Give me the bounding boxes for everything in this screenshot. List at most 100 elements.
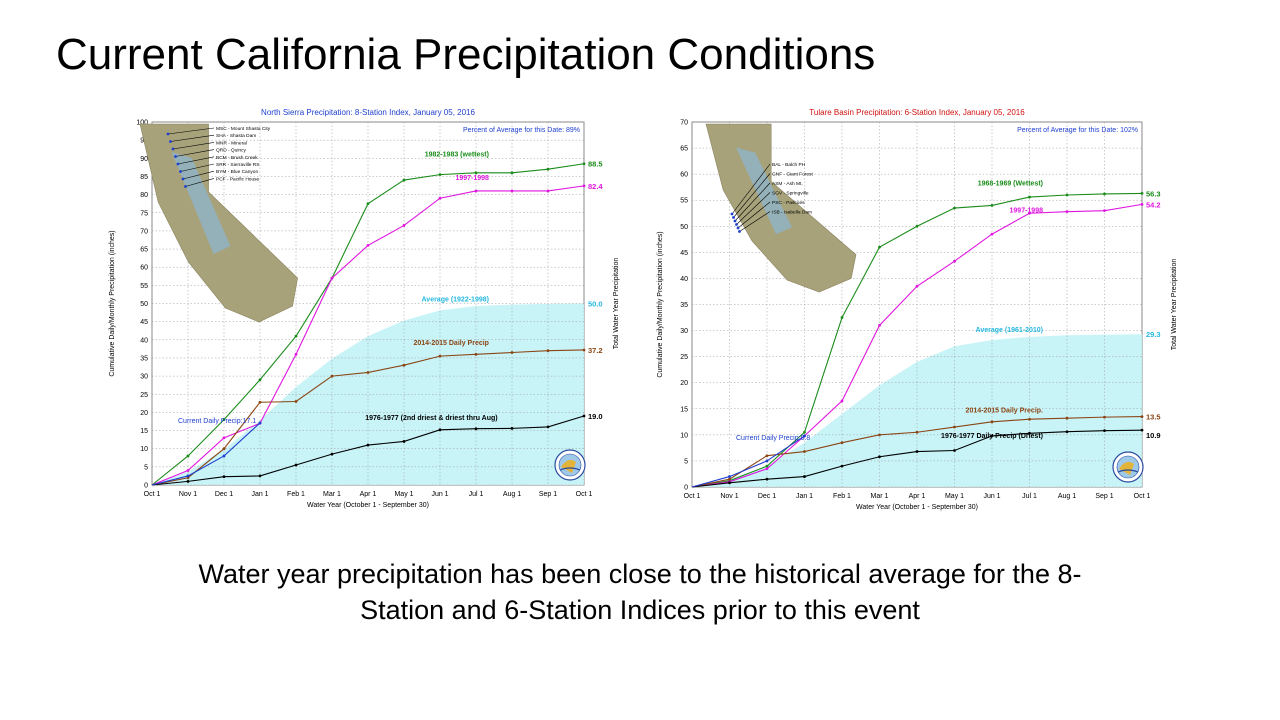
c1-y-tick-label: 65 bbox=[680, 146, 688, 153]
c0-series-point bbox=[510, 351, 514, 354]
c1-station-label: PSC - Pascoes bbox=[772, 200, 805, 206]
c0-percent-of-average: Percent of Average for this Date: 89% bbox=[463, 127, 580, 134]
c1-y-axis-label: Cumulative Daily/Monthly Precipitation (… bbox=[657, 231, 664, 377]
c1-station-leader bbox=[736, 192, 771, 225]
c0-series-point bbox=[438, 173, 442, 177]
c1-series-point bbox=[1028, 211, 1031, 215]
caption-line-1: Water year precipitation has been close … bbox=[198, 559, 1082, 589]
c0-map-basin bbox=[171, 152, 231, 254]
c1-y-tick-label: 60 bbox=[680, 172, 688, 179]
c1-x-tick-label: Jul 1 bbox=[1022, 493, 1037, 500]
c0-x-tick-label: Jan 1 bbox=[251, 491, 268, 498]
c1-station-marker bbox=[730, 212, 734, 216]
c1-california-map bbox=[705, 123, 857, 293]
c1-seal-state bbox=[1119, 461, 1134, 475]
c0-station-leader bbox=[185, 178, 215, 187]
c0-y-axis-label: Cumulative Daily/Monthly Precipitation (… bbox=[109, 230, 116, 376]
c0-station-marker bbox=[174, 155, 177, 158]
c1-series-point bbox=[878, 245, 881, 249]
c0-station-marker bbox=[176, 162, 180, 166]
c1-series-end-label: 10.9 bbox=[1146, 431, 1161, 440]
slide-caption: Water year precipitation has been close … bbox=[140, 556, 1140, 628]
c1-x-tick-label: Jun 1 bbox=[983, 493, 1000, 500]
c1-series-point bbox=[1065, 193, 1069, 197]
c0-series-point bbox=[330, 452, 334, 456]
c0-current-precip-label: Current Daily Precip:17.1 bbox=[178, 418, 256, 425]
c0-series-point bbox=[258, 421, 262, 425]
c0-series-point bbox=[546, 349, 550, 353]
c1-x-tick-label: Apr 1 bbox=[909, 493, 926, 500]
c0-station-label: BCM - Brush Creek bbox=[216, 155, 258, 161]
c1-x-tick-label: Nov 1 bbox=[720, 493, 738, 500]
c1-y-tick-label: 20 bbox=[680, 380, 688, 387]
c0-average-end-label: 50.0 bbox=[588, 300, 603, 309]
c0-series-point bbox=[582, 348, 586, 352]
c1-series-point bbox=[803, 475, 806, 478]
c0-series-name-label: 1982-1983 (wettest) bbox=[425, 152, 489, 159]
c0-x-tick-label: Mar 1 bbox=[323, 491, 341, 498]
c0-series-point bbox=[402, 440, 406, 443]
c1-series-point bbox=[765, 454, 769, 458]
c0-series-point bbox=[510, 189, 514, 193]
c0-y-tick-label: 55 bbox=[140, 283, 148, 290]
c1-station-label: BAL - Balch PH bbox=[772, 162, 806, 168]
c0-x-tick-label: Jun 1 bbox=[431, 491, 448, 498]
c0-series-point bbox=[222, 447, 226, 451]
c1-average-end-label: 29.3 bbox=[1146, 330, 1161, 339]
c1-x-tick-label: Feb 1 bbox=[833, 493, 851, 500]
c0-series-point bbox=[546, 167, 550, 171]
c1-station-leader bbox=[734, 182, 771, 222]
c0-series-name-label: 1976-1977 (2nd driest & driest thru Aug) bbox=[365, 415, 497, 422]
c0-series-point bbox=[402, 178, 406, 182]
north-sierra-chart: North Sierra Precipitation: 8-Station In… bbox=[104, 104, 624, 516]
c0-y-tick-label: 70 bbox=[140, 228, 148, 235]
c1-x-tick-label: Jan 1 bbox=[796, 493, 813, 500]
c0-series-end-label: 82.4 bbox=[588, 182, 603, 191]
c0-x-tick-label: Dec 1 bbox=[215, 491, 233, 498]
c0-series-end-label: 88.5 bbox=[588, 160, 603, 169]
c1-series-point bbox=[728, 477, 731, 481]
c1-series-point bbox=[1140, 192, 1144, 195]
c0-series-point bbox=[366, 443, 370, 447]
c0-station-leader bbox=[175, 149, 215, 157]
c1-series-point bbox=[840, 464, 844, 468]
c0-y-tick-label: 100 bbox=[136, 120, 148, 127]
c0-station-leader bbox=[167, 127, 215, 135]
c1-current-precip-label: Current Daily Precip:9.8 bbox=[736, 435, 810, 442]
c1-station-marker bbox=[736, 226, 740, 230]
c0-series-point bbox=[582, 414, 586, 418]
c0-station-label: MSC - Mount Shasta City bbox=[216, 126, 271, 132]
c0-station-label: BYM - Blue Canyon bbox=[216, 169, 258, 175]
c0-station-leader bbox=[170, 134, 215, 142]
c0-series-name-label: 2014-2015 Daily Precip bbox=[413, 340, 489, 347]
c0-y-tick-label: 0 bbox=[144, 483, 148, 490]
c1-x-tick-label: Aug 1 bbox=[1058, 493, 1076, 500]
c0-station-label: SHA - Shasta Dam bbox=[216, 133, 256, 139]
c1-x-tick-label: Dec 1 bbox=[758, 493, 776, 500]
tulare-basin-chart: Tulare Basin Precipitation: 6-Station In… bbox=[652, 104, 1192, 516]
c0-y-tick-label: 40 bbox=[140, 337, 148, 344]
c1-y-tick-label: 70 bbox=[680, 120, 688, 127]
c1-station-leader bbox=[733, 173, 771, 218]
c0-series-point bbox=[474, 171, 478, 175]
c0-series-point bbox=[402, 224, 406, 227]
c1-dwr-seal-logo bbox=[1112, 451, 1144, 483]
c1-y-tick-label: 50 bbox=[680, 224, 688, 231]
c0-average-area bbox=[152, 303, 584, 485]
c1-series-point bbox=[878, 455, 881, 459]
c0-x-tick-label: Sep 1 bbox=[539, 491, 557, 498]
c1-series-point bbox=[990, 204, 994, 207]
c0-series-point bbox=[294, 334, 298, 338]
c1-series-point bbox=[1103, 192, 1106, 196]
c0-series-point bbox=[222, 418, 226, 422]
c0-series-point bbox=[438, 354, 442, 358]
c1-series-point bbox=[765, 467, 769, 471]
c1-series-point bbox=[990, 232, 994, 236]
c0-station-label: SRR - Sierraville RS bbox=[216, 162, 259, 168]
c1-y-tick-label: 35 bbox=[680, 302, 688, 309]
c1-x-tick-label: Sep 1 bbox=[1095, 493, 1113, 500]
c0-series-name-label: 1997-1998 bbox=[455, 175, 489, 182]
c0-seal-wave bbox=[559, 467, 581, 471]
c0-series-point bbox=[366, 202, 370, 206]
c0-series-point bbox=[402, 363, 406, 367]
